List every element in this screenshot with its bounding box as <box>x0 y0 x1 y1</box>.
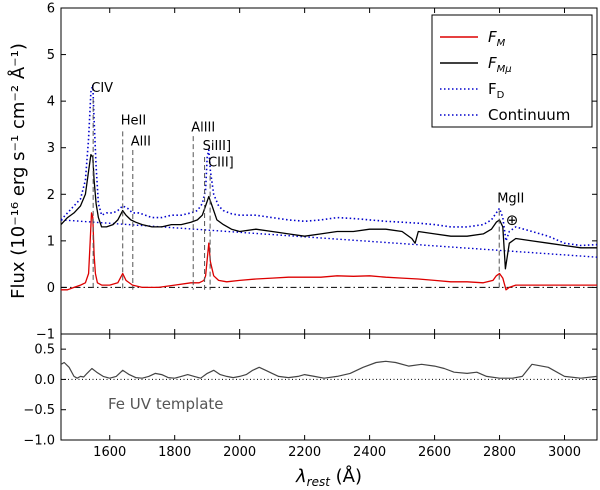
top-y-tick-label: 3 <box>47 141 55 156</box>
legend-entry-continuum: Continuum <box>440 106 570 124</box>
x-tick-label: 2200 <box>288 445 321 460</box>
top-y-tick-label: 6 <box>47 2 55 17</box>
bottom-panel-frame <box>60 333 598 441</box>
top-y-tick-label: 0 <box>47 281 55 296</box>
series-f-d <box>61 84 597 247</box>
x-tick-label: 1600 <box>93 445 126 460</box>
legend-label-f-m: FM <box>488 28 506 49</box>
series-f-mmu <box>61 154 597 270</box>
emission-label-siiii: SiIII] <box>203 139 231 154</box>
bottom-y-tick-label: −0.5 <box>23 403 55 418</box>
emission-label-aliii: AlIII <box>191 120 215 135</box>
legend-frame <box>431 14 593 128</box>
emission-label-mgii: MgII <box>497 192 524 207</box>
legend-entry-f-m: FM <box>440 28 506 49</box>
top-panel: −1 0 1 2 3 4 5 6 CIV HeII AlII AlIII SiIII]CIII] MgI… <box>7 2 598 343</box>
bottom-y-tick-label: −1.0 <box>23 434 55 449</box>
series-fe-uv-template <box>61 360 597 379</box>
emission-label-ciii: CIII] <box>208 155 234 170</box>
top-series-group <box>61 84 597 291</box>
series-f-m <box>61 212 597 291</box>
top-x-ticks <box>109 8 566 334</box>
emission-label-alii: AlII <box>131 134 151 149</box>
emission-label-heii: HeII <box>121 113 146 128</box>
legend: FM FMμ FD Continuum <box>431 14 593 128</box>
legend-entry-f-d: FD <box>440 80 505 101</box>
top-y-tick-label: −1 <box>36 328 55 343</box>
fe-uv-template-label: Fe UV template <box>108 395 224 413</box>
emission-line-markers: CIV HeII AlII AlIII SiIII]CIII] MgII <box>91 81 524 290</box>
bottom-panel: −1.0 −0.5 0.0 0.5 1600 1800 2000 2200 2400 2600 2… <box>23 333 598 489</box>
telluric-marker: ⊕ <box>506 211 519 229</box>
top-y-tick-label: 4 <box>47 95 55 110</box>
bottom-y-axis: −1.0 −0.5 0.0 0.5 <box>23 343 597 449</box>
legend-label-f-mmu: FMμ <box>488 54 512 75</box>
bottom-y-tick-label: 0.5 <box>34 343 55 358</box>
bottom-series-group <box>61 360 597 379</box>
top-y-tick-label: 2 <box>47 188 55 203</box>
top-y-tick-label: 5 <box>47 48 55 63</box>
bottom-y-tick-label: 0.0 <box>34 373 55 388</box>
x-axis: 1600 1800 2000 2200 2400 2600 2800 3000 <box>93 334 581 460</box>
continuum-line <box>61 219 597 258</box>
x-tick-label: 2400 <box>353 445 386 460</box>
emission-label-civ: CIV <box>91 81 113 96</box>
x-tick-label: 2800 <box>483 445 516 460</box>
x-tick-label: 2000 <box>223 445 256 460</box>
y-axis-label: Flux (10⁻¹⁶ erg s⁻¹ cm⁻² Å⁻¹) <box>7 43 29 299</box>
x-axis-label: λrest (Å) <box>295 465 362 489</box>
legend-label-continuum: Continuum <box>488 106 570 124</box>
legend-label-f-d: FD <box>488 80 505 101</box>
x-tick-label: 3000 <box>548 445 581 460</box>
x-tick-label: 2600 <box>418 445 451 460</box>
top-y-tick-label: 1 <box>47 234 55 249</box>
x-tick-label: 1800 <box>158 445 191 460</box>
legend-entry-f-mmu: FMμ <box>440 54 512 75</box>
